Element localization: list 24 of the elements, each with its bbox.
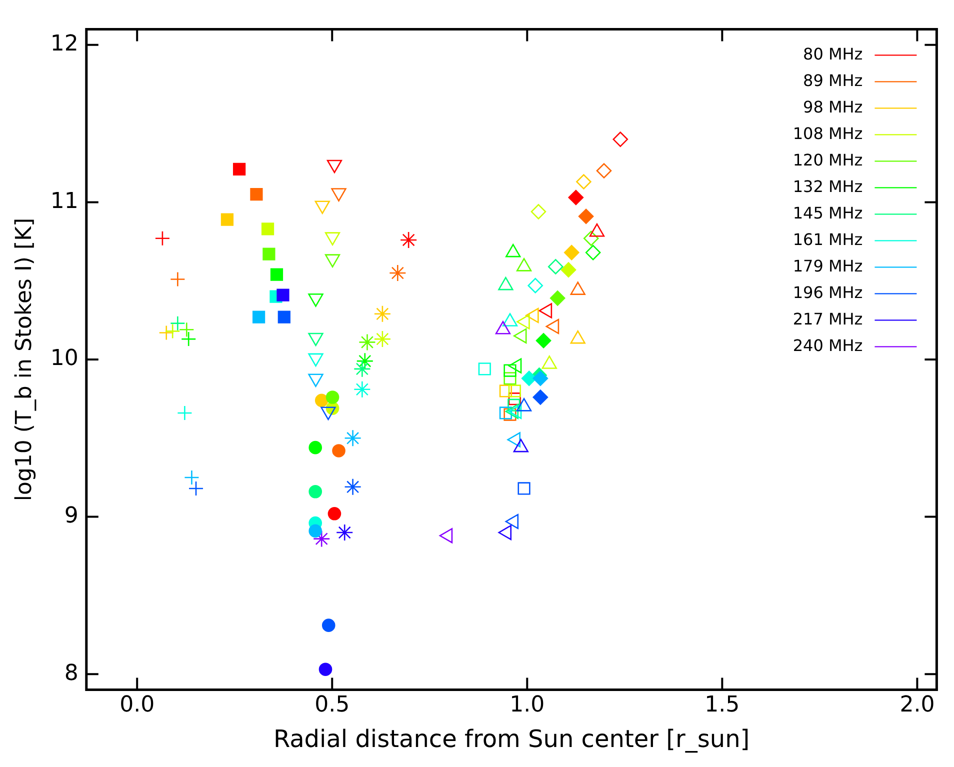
y-tick-label: 9 <box>64 504 78 529</box>
y-axis-title: log10 (T_b in Stokes I) [K] <box>12 218 37 502</box>
legend-label: 89 MHz <box>803 70 863 90</box>
legend-label: 98 MHz <box>803 97 863 116</box>
x-tick-label: 1.5 <box>704 692 740 718</box>
x-tick-label: 0.0 <box>120 692 155 718</box>
legend-label: 179 MHz <box>792 256 863 276</box>
x-tick-label: 1.0 <box>510 692 545 718</box>
legend-label: 108 MHz <box>792 124 863 143</box>
x-tick-label: 0.5 <box>314 692 350 718</box>
x-axis-title: Radial distance from Sun center [r_sun] <box>273 724 750 753</box>
legend-label: 240 MHz <box>792 336 863 355</box>
legend-label: 161 MHz <box>792 230 863 249</box>
y-tick-label: 12 <box>50 32 78 57</box>
x-tick-label: 2.0 <box>900 692 935 718</box>
legend-label: 196 MHz <box>792 282 863 302</box>
y-tick-label: 8 <box>64 660 78 686</box>
y-tick-label: 10 <box>50 346 78 372</box>
legend-label: 132 MHz <box>792 176 863 196</box>
legend-label: 217 MHz <box>792 309 863 328</box>
legend-label: 80 MHz <box>803 44 863 64</box>
legend-label: 145 MHz <box>792 203 863 222</box>
legend-label: 120 MHz <box>792 150 863 170</box>
y-tick-label: 11 <box>50 188 78 214</box>
